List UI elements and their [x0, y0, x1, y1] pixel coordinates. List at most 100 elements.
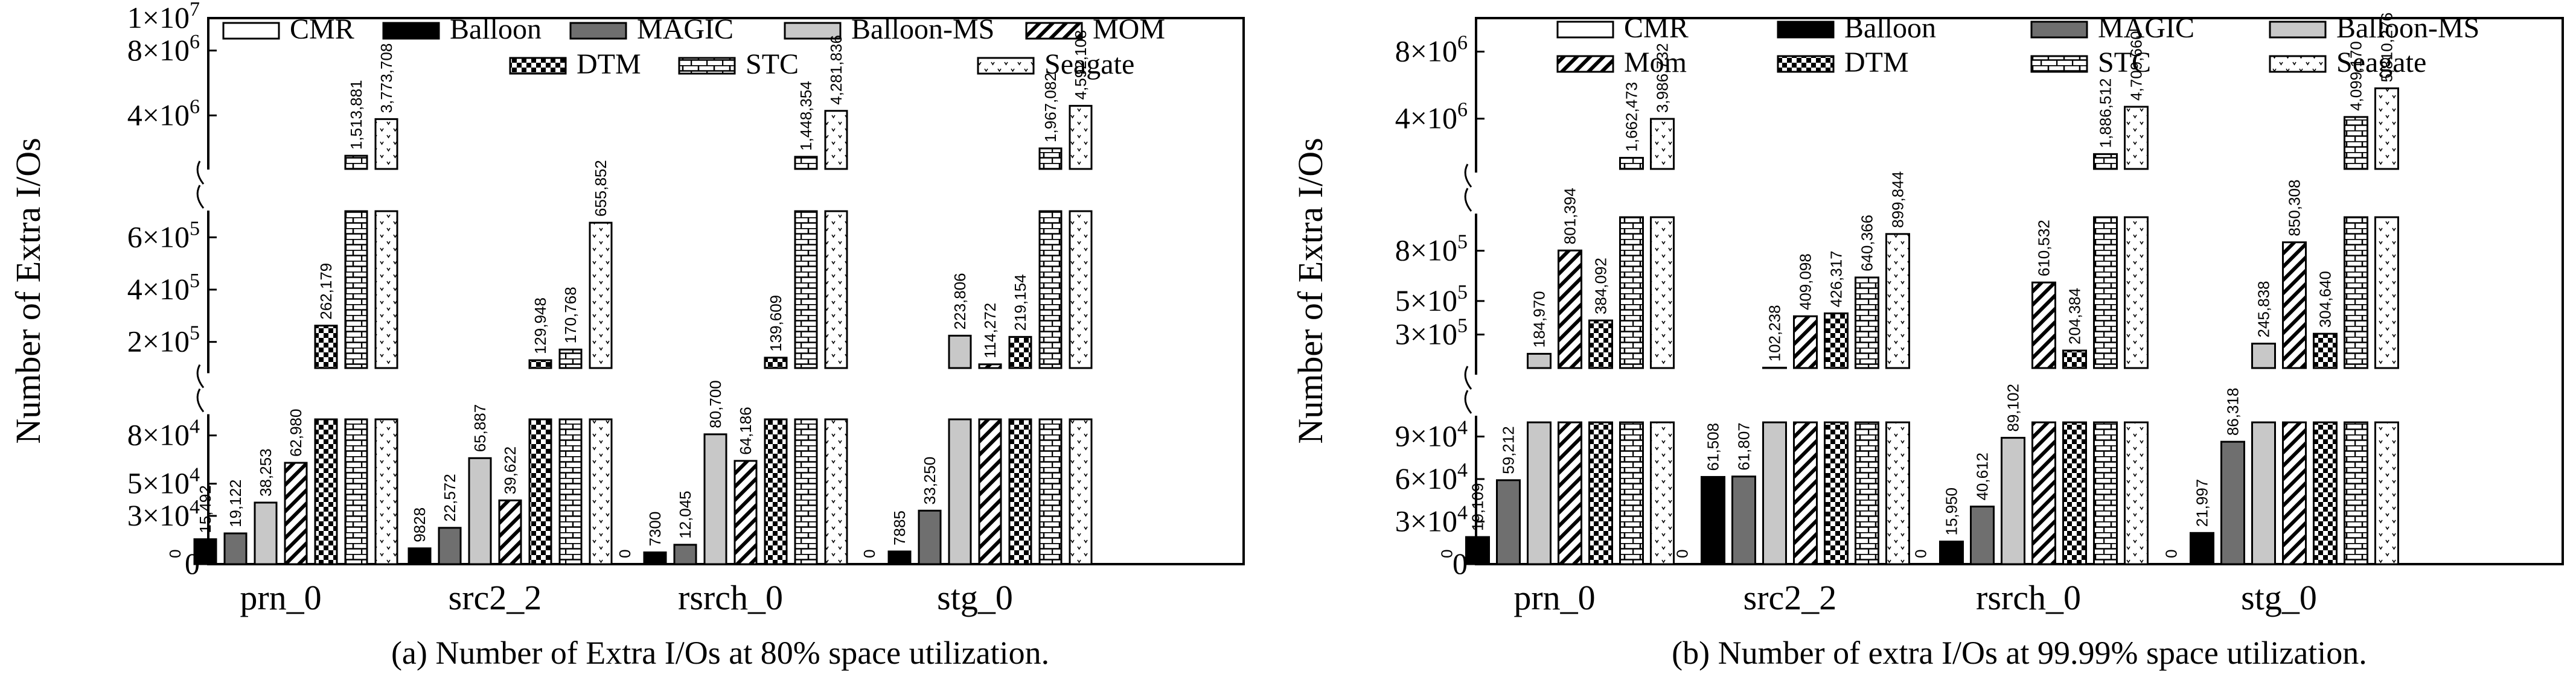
data-label: 86,318 — [2224, 388, 2242, 436]
data-label: 3,773,708 — [377, 43, 395, 113]
data-label: 7300 — [646, 512, 664, 547]
bar-stc-stg-0 — [1038, 418, 1063, 565]
bar-stc-prn-0 — [1619, 216, 1644, 369]
bar-balloon-src2-2 — [1701, 475, 1725, 565]
axis-break-gap — [1470, 375, 1485, 416]
y-tick-label: 3×104 — [1395, 502, 1468, 538]
bar-seagate-prn-0 — [374, 118, 398, 170]
bar-balloon-prn-0 — [193, 538, 217, 565]
legend-swatch-cmr — [1556, 21, 1614, 39]
x-category-label: rsrch_0 — [678, 578, 783, 617]
chart-panel-a: Number of Extra I/Os (a) Number of Extra… — [8, 0, 1245, 671]
legend-label-balloon-ms: Balloon-MS — [2336, 12, 2479, 44]
bars-a: 000015,49298287300788519,12222,57212,045… — [166, 30, 1093, 565]
bar-balloon-rsrch-0 — [643, 551, 667, 565]
data-label: 4,099,170 — [2347, 41, 2365, 111]
axis-break-mark — [196, 185, 205, 209]
data-label: 0 — [166, 550, 184, 558]
bar-stc-prn-0 — [344, 418, 368, 565]
bar-stc-stg-0 — [2344, 216, 2368, 369]
legend-swatch-balloon — [382, 22, 440, 40]
legend-label-dtm: DTM — [1844, 46, 1909, 78]
legend-swatch-mom — [1556, 55, 1614, 73]
legend-label-seagate: Seagate — [2336, 46, 2426, 78]
x-axis-categories-a: prn_0 src2_2 rsrch_0 stg_0 — [240, 578, 1013, 617]
legend-label-cmr: CMR — [1624, 12, 1689, 44]
data-label: 0 — [2162, 550, 2181, 558]
data-label: 640,366 — [1858, 215, 1876, 272]
axis-break-mark — [196, 388, 205, 413]
data-label: 4,281,836 — [827, 35, 845, 105]
data-label: 610,532 — [2035, 220, 2053, 276]
bar-seagate-prn-0 — [1650, 118, 1675, 170]
legend-swatch-seagate — [2269, 55, 2327, 73]
y-tick-label: 3×105 — [1395, 314, 1468, 351]
bar-stc-rsrch-0 — [794, 418, 818, 565]
bar-mom-rsrch-0 — [2031, 281, 2056, 369]
chart-panel-b: Number of Extra I/Os (b) Number of extra… — [1291, 12, 2564, 671]
axis-break-mark — [1464, 366, 1472, 390]
y-tick-label: 1×107 — [127, 0, 200, 34]
data-label: 61,807 — [1735, 422, 1753, 471]
bar-seagate-stg-0 — [1069, 104, 1093, 170]
y-tick-label: 8×104 — [127, 416, 200, 452]
bar-stc-prn-0 — [344, 154, 368, 170]
data-label: 3,986,732 — [1654, 43, 1672, 113]
bar-balloon-ms-stg-0 — [948, 418, 972, 565]
data-label: 850,308 — [2286, 180, 2304, 237]
data-label: 655,852 — [592, 160, 610, 217]
legend-swatch-seagate — [977, 57, 1035, 75]
bar-seagate-src2-2 — [1885, 421, 1910, 565]
data-label: 64,186 — [737, 407, 755, 455]
data-label: 0 — [1673, 550, 1692, 558]
bar-balloon-src2-2 — [407, 547, 432, 565]
bar-balloon-prn-0 — [1465, 536, 1490, 565]
bar-balloon-ms-src2-2 — [468, 457, 492, 565]
bar-magic-stg-0 — [918, 509, 942, 565]
bar-stc-src2-2 — [558, 418, 583, 565]
bar-mom-prn-0 — [1558, 249, 1582, 369]
bar-balloon-stg-0 — [887, 550, 912, 565]
data-label: 139,609 — [767, 295, 785, 352]
bar-seagate-prn-0 — [1650, 421, 1675, 565]
data-label: 0 — [1438, 550, 1456, 558]
y-axis-label-a: Number of Extra I/Os — [8, 138, 48, 443]
data-label: 245,838 — [2255, 281, 2273, 338]
bar-stc-src2-2 — [1855, 276, 1879, 369]
data-label: 0 — [1912, 550, 1930, 558]
bar-seagate-rsrch-0 — [824, 210, 848, 369]
data-label: 12,045 — [676, 491, 694, 539]
y-tick-label: 4×105 — [127, 270, 200, 306]
bar-seagate-rsrch-0 — [824, 418, 848, 565]
bar-stc-prn-0 — [344, 210, 368, 369]
data-label: 114,272 — [981, 303, 999, 358]
bar-mom-prn-0 — [1558, 421, 1582, 565]
data-label: 39,622 — [501, 446, 519, 495]
y-axis-label-b: Number of Extra I/Os — [1291, 138, 1330, 443]
bar-seagate-prn-0 — [374, 418, 398, 565]
bar-seagate-rsrch-0 — [824, 110, 848, 170]
data-label: 38,253 — [257, 448, 275, 497]
bar-balloon-ms-stg-0 — [2251, 342, 2276, 369]
bar-mom-stg-0 — [978, 418, 1002, 565]
x-category-label: stg_0 — [2241, 578, 2317, 617]
y-tick-label: 4×106 — [1395, 99, 1468, 135]
axis-break-mark — [196, 364, 205, 389]
bar-seagate-rsrch-0 — [2124, 106, 2149, 170]
bar-balloon-ms-prn-0 — [254, 501, 278, 565]
data-label: 62,980 — [287, 409, 305, 457]
x-category-label: rsrch_0 — [1976, 578, 2081, 617]
bar-seagate-stg-0 — [2374, 421, 2399, 565]
bar-mom-src2-2 — [498, 499, 522, 565]
y-tick-label: 8×105 — [1395, 231, 1468, 267]
data-label: 80,700 — [706, 380, 724, 428]
data-label: 19,109 — [1469, 483, 1487, 532]
y-tick-label: 8×106 — [127, 31, 200, 67]
legend-label-balloon: Balloon — [450, 13, 542, 45]
bar-mom-stg-0 — [2282, 421, 2307, 565]
y-tick-label: 8×106 — [1395, 32, 1468, 68]
x-category-label: stg_0 — [937, 578, 1013, 617]
data-label: 219,154 — [1011, 274, 1029, 331]
data-label: 1,662,473 — [1623, 82, 1641, 152]
